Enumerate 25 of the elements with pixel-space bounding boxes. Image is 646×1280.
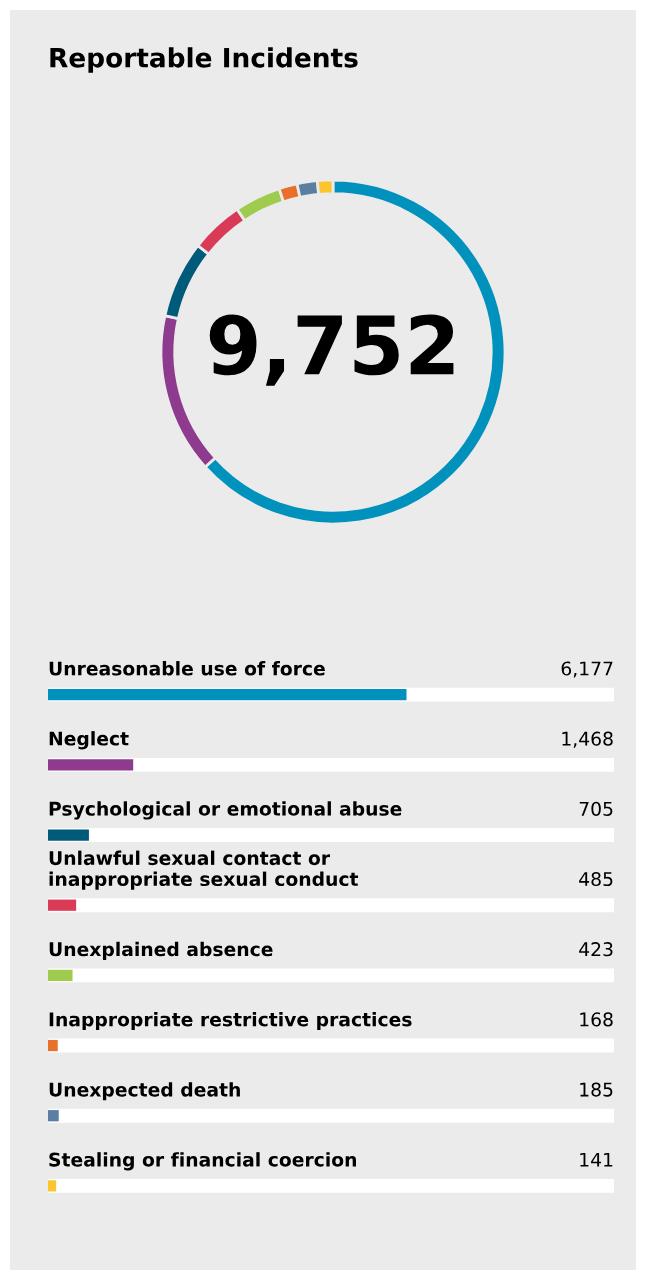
data-label: 705 bbox=[579, 801, 613, 816]
data-label: 6,177 bbox=[561, 661, 613, 678]
bar bbox=[48, 969, 73, 981]
bar bbox=[48, 1180, 57, 1192]
category-label: Stealing or financial coercion bbox=[49, 1152, 356, 1171]
data-label: 185 bbox=[580, 1082, 613, 1097]
category-label: Unexplained absence bbox=[49, 941, 273, 960]
bar bbox=[48, 829, 89, 841]
category-label: Neglect bbox=[49, 731, 129, 750]
bar bbox=[48, 1110, 59, 1122]
category-label: Inappropriate restrictive practices bbox=[49, 1011, 412, 1031]
bar bbox=[48, 759, 134, 771]
text: 9,752 bbox=[209, 314, 454, 386]
bar bbox=[48, 1039, 58, 1052]
category-label: Unreasonable use of force bbox=[49, 661, 325, 676]
category-label: Unexpected death bbox=[49, 1082, 240, 1101]
category-label: Psychological or emotional abuse bbox=[49, 801, 402, 820]
data-label: 423 bbox=[579, 942, 613, 957]
data-label: 485 bbox=[579, 871, 613, 887]
data-label: 168 bbox=[580, 1012, 613, 1027]
bar bbox=[48, 899, 77, 911]
chart-title: Reportable Incidents bbox=[50, 47, 358, 73]
category-label: Unlawful sexual contact or inappropriate sexual conduct bbox=[49, 850, 359, 890]
data-label: 141 bbox=[580, 1152, 613, 1167]
data-label: 1,468 bbox=[562, 731, 613, 748]
